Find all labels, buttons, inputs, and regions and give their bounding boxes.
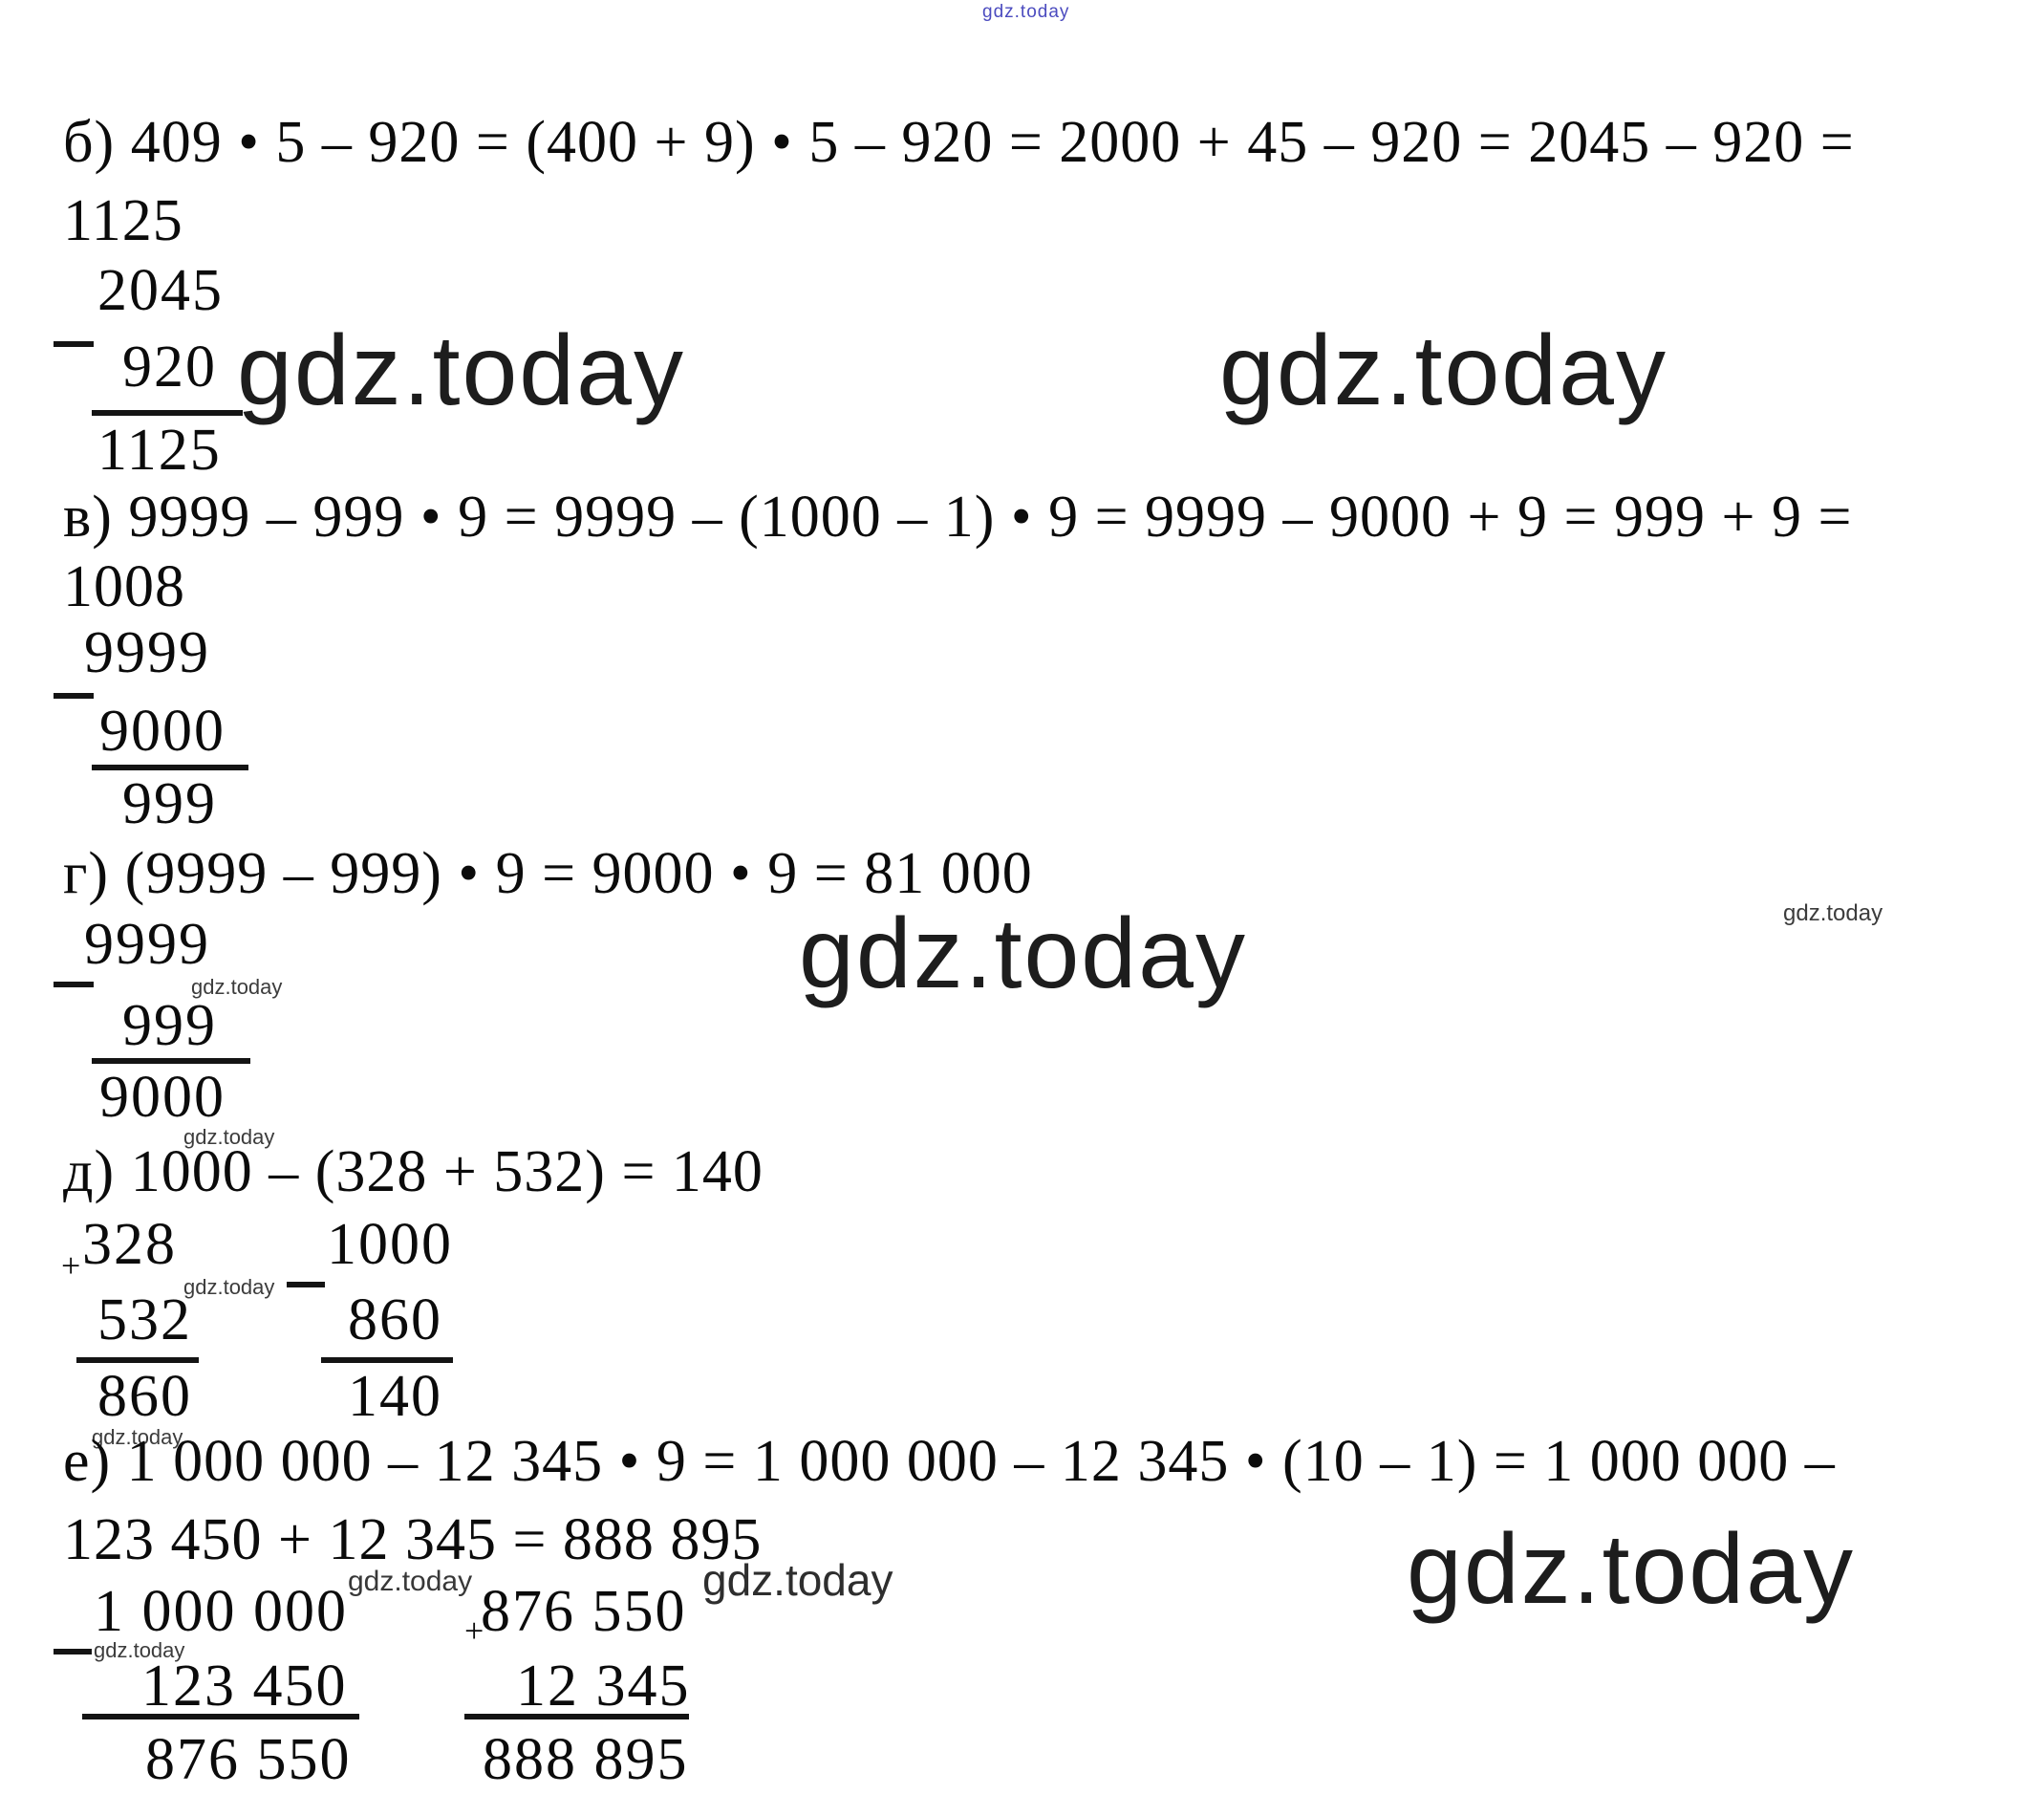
minus-sign <box>54 1649 92 1654</box>
expression-line-d: д) 1000 – (328 + 532) = 140 <box>63 1139 764 1204</box>
column-e-sub-minuend: 1 000 000 <box>94 1579 348 1644</box>
column-d-sub-subtrahend: 860 <box>348 1287 442 1352</box>
column-e-add-addend2: 12 345 <box>516 1654 691 1719</box>
column-underline <box>92 765 248 770</box>
column-e-add-sum: 888 895 <box>483 1727 689 1792</box>
expression-line-v: в) 9999 – 999 • 9 = 9999 – (1000 – 1) • … <box>63 485 1853 550</box>
plus-sign: + <box>61 1246 81 1285</box>
expression-line-e2: 123 450 + 12 345 = 888 895 <box>63 1507 763 1572</box>
watermark-inline-5: gdz.today <box>348 1566 473 1597</box>
column-d-add-sum: 860 <box>97 1364 192 1429</box>
column-e-add-addend1: 876 550 <box>481 1579 687 1644</box>
column-d-add-addend2: 532 <box>97 1287 192 1352</box>
watermark-small-right: gdz.today <box>1783 900 1883 926</box>
minus-sign <box>54 693 94 699</box>
plus-sign: + <box>464 1611 484 1650</box>
column-g-subtrahend: 999 <box>122 993 217 1058</box>
watermark-large-4: gdz.today <box>1407 1514 1855 1625</box>
watermark-large-1: gdz.today <box>237 315 685 426</box>
column-underline <box>464 1714 689 1719</box>
column-e-sub-difference: 876 550 <box>145 1727 352 1792</box>
column-v-subtrahend: 9000 <box>99 699 226 764</box>
minus-sign <box>287 1282 325 1287</box>
answer-b: 1125 <box>63 188 183 253</box>
column-b-difference: 1125 <box>97 418 222 483</box>
watermark-large-3: gdz.today <box>799 898 1247 1009</box>
column-d-sub-minuend: 1000 <box>327 1212 453 1277</box>
watermark-inline-4: gdz.today <box>92 1425 183 1449</box>
column-underline <box>76 1357 199 1363</box>
column-d-add-addend1: 328 <box>82 1212 177 1277</box>
column-underline <box>82 1714 359 1719</box>
column-g-minuend: 9999 <box>84 912 210 977</box>
watermark-large-2: gdz.today <box>1219 315 1667 426</box>
minus-sign <box>54 341 94 347</box>
watermark-inline-6: gdz.today <box>94 1638 185 1662</box>
column-b-minuend: 2045 <box>97 258 224 323</box>
column-g-difference: 9000 <box>99 1065 226 1130</box>
expression-line-b: б) 409 • 5 – 920 = (400 + 9) • 5 – 920 =… <box>63 110 1855 175</box>
watermark-medium: gdz.today <box>702 1555 893 1605</box>
column-underline <box>321 1357 453 1363</box>
answer-v: 1008 <box>63 554 185 619</box>
column-b-subtrahend: 920 <box>122 335 217 400</box>
column-v-minuend: 9999 <box>84 620 210 685</box>
minus-sign <box>54 982 94 987</box>
column-e-sub-subtrahend: 123 450 <box>141 1654 348 1719</box>
watermark-inline-3: gdz.today <box>183 1275 275 1299</box>
watermark-inline-2: gdz.today <box>183 1125 275 1149</box>
column-v-difference: 999 <box>122 771 217 836</box>
expression-line-e1: е) 1 000 000 – 12 345 • 9 = 1 000 000 – … <box>63 1429 1836 1494</box>
column-underline <box>92 1058 250 1064</box>
expression-line-g: г) (9999 – 999) • 9 = 9000 • 9 = 81 000 <box>63 841 1033 906</box>
column-underline <box>92 410 243 416</box>
column-d-sub-difference: 140 <box>348 1364 442 1429</box>
watermark-top-blue: gdz.today <box>982 2 1070 22</box>
watermark-inline-1: gdz.today <box>191 975 283 999</box>
